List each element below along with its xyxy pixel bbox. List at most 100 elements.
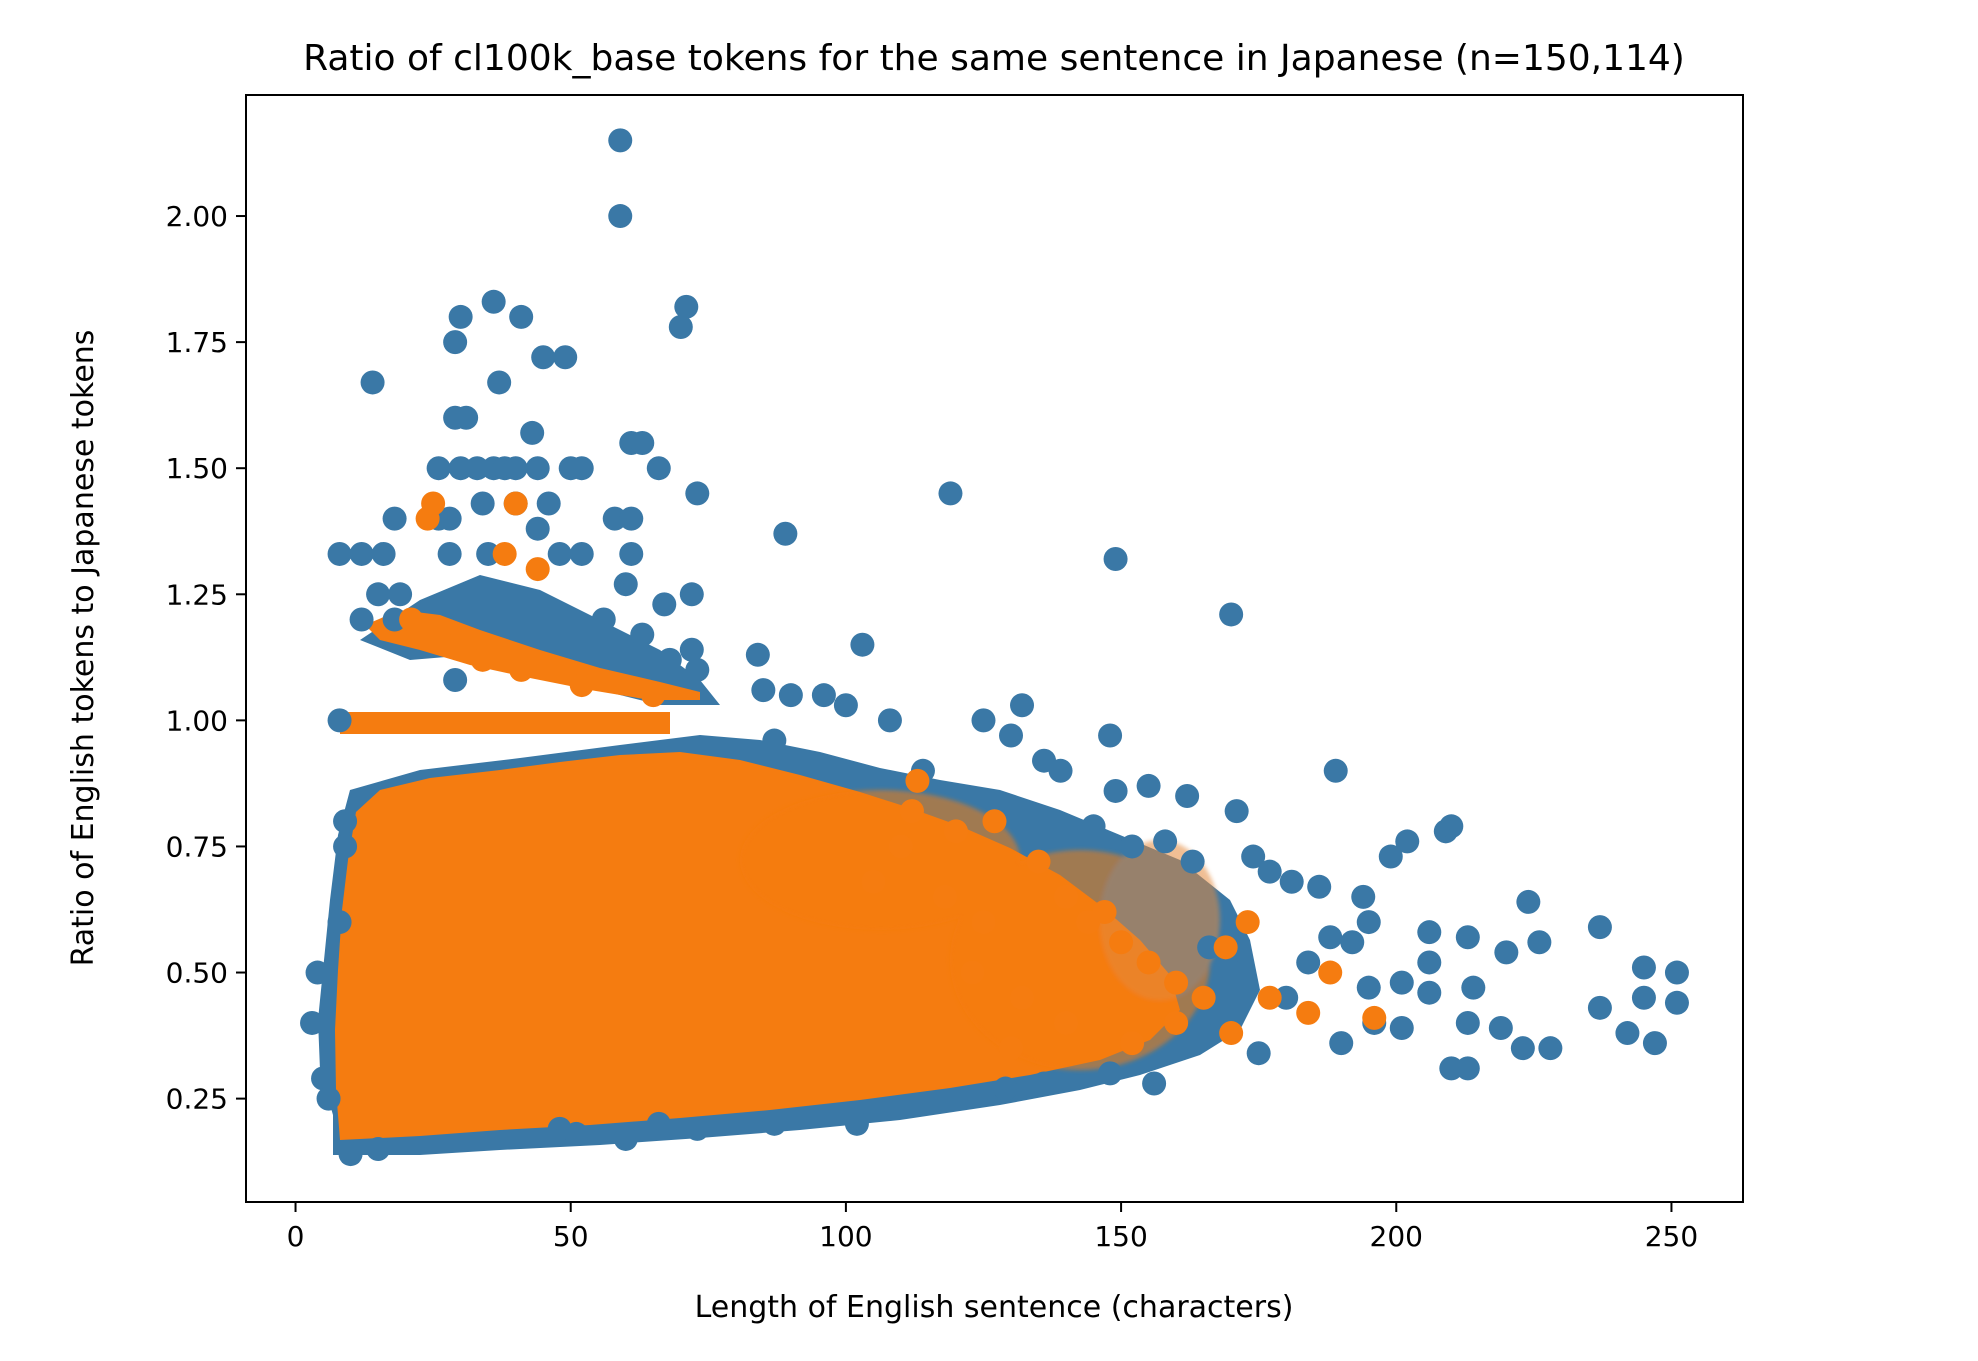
scatter-point-s0-69	[327, 708, 352, 733]
plot-area	[300, 128, 1689, 1167]
scatter-point-s0-34	[437, 506, 462, 531]
scatter-point-s1-21	[1164, 970, 1189, 995]
scatter-point-s0-128	[1032, 1071, 1057, 1096]
scatter-point-s0-82	[1224, 799, 1249, 824]
scatter-point-s0-41	[371, 541, 396, 566]
scatter-point-s0-43	[476, 541, 501, 566]
scatter-point-s0-72	[999, 723, 1024, 748]
scatter-point-s0-148	[1197, 935, 1222, 960]
scatter-point-s0-26	[569, 456, 594, 481]
scatter-point-s0-4	[509, 304, 534, 329]
scatter-point-s0-88	[1257, 859, 1282, 884]
scatter-point-s0-130	[338, 1142, 363, 1167]
scatter-point-s0-122	[1455, 1056, 1480, 1081]
scatter-point-s0-50	[679, 582, 704, 607]
scatter-point-s1-35	[932, 884, 957, 909]
scatter-point-s0-151	[1274, 985, 1299, 1010]
scatter-point-s0-86	[1180, 849, 1205, 874]
scatter-point-s1-24	[1235, 910, 1260, 935]
scatter-point-s0-143	[327, 910, 352, 935]
scatter-point-s0-59	[745, 642, 770, 667]
scatter-point-s1-38	[960, 960, 985, 985]
scatter-point-s0-131	[366, 1137, 391, 1162]
scatter-point-s0-126	[1098, 1061, 1123, 1086]
scatter-point-s1-18	[1109, 930, 1134, 955]
scatter-point-s0-144	[333, 834, 358, 859]
scatter-point-s0-150	[1356, 975, 1381, 1000]
y-tick-label-0: 0.25	[166, 1083, 228, 1116]
scatter-point-s0-93	[1395, 829, 1420, 854]
y-tick-label-1: 0.50	[166, 957, 228, 990]
scatter-point-s0-1	[608, 204, 633, 229]
scatter-point-s0-77	[1048, 758, 1073, 783]
scatter-point-s0-110	[1631, 985, 1656, 1010]
plot-frame	[245, 94, 1744, 1203]
x-axis-label: Length of English sentence (characters)	[695, 1290, 1294, 1325]
x-tick-label-0: 0	[287, 1220, 305, 1253]
scatter-point-s0-49	[652, 592, 677, 617]
scatter-point-s0-101	[1494, 940, 1519, 965]
scatter-point-s0-89	[1279, 869, 1304, 894]
scatter-point-s0-14	[520, 420, 545, 445]
scatter-point-s0-136	[762, 1111, 787, 1136]
scatter-point-s1-30	[1120, 1031, 1145, 1056]
scatter-point-s0-92	[1378, 844, 1403, 869]
chart-title: Ratio of cl100k_base tokens for the same…	[303, 38, 1685, 79]
y-tick-label-3: 1.00	[166, 704, 228, 737]
scatter-point-s0-52	[366, 582, 391, 607]
scatter-point-s0-40	[349, 541, 374, 566]
scatter-point-s0-123	[1329, 1031, 1354, 1056]
scatter-point-s0-45	[569, 541, 594, 566]
x-tick-label-4: 200	[1370, 1220, 1423, 1253]
scatter-point-s1-33	[1164, 1010, 1189, 1035]
y-tick-label-6: 1.75	[166, 326, 228, 359]
scatter-point-s1-2	[399, 607, 424, 632]
scatter-point-s0-74	[762, 728, 787, 753]
scatter-point-s1-8	[503, 491, 528, 516]
scatter-point-s0-63	[443, 668, 468, 693]
scatter-point-s0-55	[382, 607, 407, 632]
scatter-point-s0-121	[1439, 1056, 1464, 1081]
scatter-point-s0-84	[1120, 834, 1145, 859]
scatter-point-s0-29	[470, 491, 495, 516]
scatter-point-s1-31	[1054, 1010, 1079, 1035]
scatter-point-s0-6	[668, 314, 693, 339]
scatter-point-s0-65	[778, 683, 803, 708]
x-axis: 0 50 100 150 200 250	[287, 1202, 1698, 1253]
scatter-point-s1-6	[569, 673, 594, 698]
y-axis-label: Ratio of English tokens to Japanese toke…	[66, 330, 101, 967]
scatter-point-s0-66	[811, 683, 836, 708]
scatter-point-s0-129	[613, 1126, 638, 1151]
scatter-point-s0-102	[1516, 889, 1541, 914]
scatter-point-s0-71	[877, 708, 902, 733]
scatter-point-s0-7	[443, 330, 468, 355]
scatter-point-s1-11	[905, 768, 930, 793]
scatter-point-s0-135	[685, 1116, 710, 1141]
scatter-point-s0-5	[674, 294, 699, 319]
scatter-point-s0-19	[448, 456, 473, 481]
scatter-point-s0-112	[1587, 995, 1612, 1020]
scatter-point-s0-108	[1461, 975, 1486, 1000]
scatter-point-s0-28	[938, 481, 963, 506]
scatter-point-s0-60	[679, 637, 704, 662]
scatter-point-s0-149	[1230, 960, 1255, 985]
scatter-point-s0-73	[1098, 723, 1123, 748]
x-tick-label-3: 150	[1094, 1220, 1147, 1253]
scatter-point-s1-10	[525, 557, 550, 582]
scatter-point-s0-37	[773, 521, 798, 546]
x-tick-label-2: 100	[819, 1220, 872, 1253]
scatter-point-s0-98	[1318, 925, 1343, 950]
scatter-point-s1-14	[943, 819, 968, 844]
scatter-point-s1-22	[1191, 985, 1216, 1010]
scatter-point-s0-142	[316, 1086, 341, 1111]
scatter-point-s0-140	[300, 1010, 325, 1035]
scatter-point-s0-11	[553, 345, 578, 370]
scatter-point-s0-97	[1356, 910, 1381, 935]
scatter-point-s0-56	[591, 607, 616, 632]
scatter-point-s0-145	[333, 809, 358, 834]
scatter-point-s0-99	[1340, 930, 1365, 955]
scatter-point-s0-96	[1417, 920, 1442, 945]
scatter-point-s0-120	[1538, 1036, 1563, 1061]
scatter-point-s0-107	[1389, 970, 1414, 995]
scatter-point-s0-17	[646, 456, 671, 481]
